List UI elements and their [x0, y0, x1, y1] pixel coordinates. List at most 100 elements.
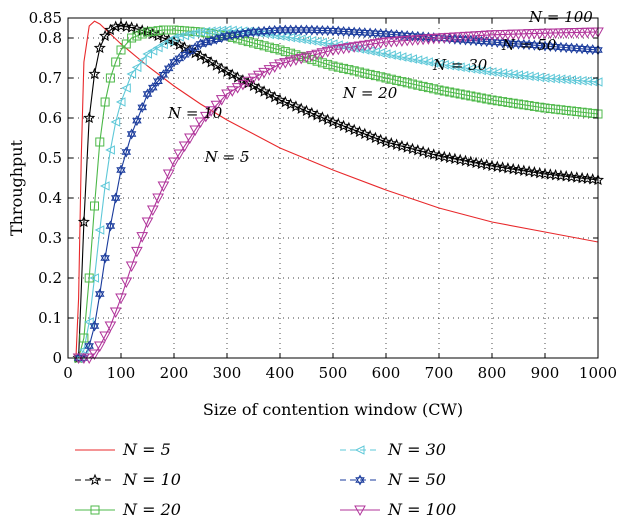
series-point [365, 69, 375, 79]
series-point [243, 26, 253, 37]
series-point [153, 75, 163, 87]
series-point [89, 273, 99, 283]
curve-annotation: N = 50 [501, 36, 557, 54]
series-layer [75, 20, 598, 358]
series-point [205, 26, 216, 37]
series-point [295, 102, 308, 114]
annotations: N = 5 N = 10 N = 20 N = 30 N = 50 N = 100 [167, 8, 593, 166]
series-point [492, 67, 502, 78]
series-point [95, 137, 105, 147]
series-point [95, 288, 105, 300]
series-point [121, 146, 132, 158]
series-point [459, 154, 472, 167]
x-tick-label: 200 [160, 364, 189, 382]
series-point [491, 160, 504, 172]
series-point [90, 201, 99, 211]
series-point [247, 79, 260, 92]
series-point [369, 39, 382, 50]
series-point [83, 111, 96, 124]
series-point [104, 321, 117, 333]
series-point [157, 181, 170, 193]
series-point [475, 157, 488, 170]
curve-annotation: N = 5 [204, 148, 250, 166]
series-point [464, 155, 477, 168]
series-point [370, 71, 380, 81]
legend-marker [90, 505, 100, 515]
series-point [215, 95, 228, 106]
series-point [252, 82, 265, 94]
x-axis-label: Size of contention window (CW) [203, 400, 463, 419]
series-point [512, 163, 525, 176]
series-point [328, 61, 338, 71]
series-point [157, 31, 170, 44]
series-point [486, 67, 497, 77]
series-point [321, 113, 334, 125]
series-point [148, 82, 158, 94]
series-point [199, 111, 212, 123]
series-point [470, 156, 483, 169]
series-point [158, 39, 168, 50]
series-point [142, 49, 152, 59]
series-point [587, 76, 598, 87]
series-point [471, 92, 481, 102]
series-point [432, 149, 446, 162]
series-point [247, 73, 260, 85]
series-point [369, 131, 382, 144]
series-point [205, 106, 217, 117]
series-point [130, 22, 143, 35]
series-point [507, 162, 520, 175]
series-point [349, 66, 359, 76]
series-point [561, 105, 571, 115]
series-point [79, 333, 89, 343]
series-point [408, 79, 417, 89]
series-point [333, 62, 343, 72]
series-point [200, 26, 211, 37]
series-point [258, 67, 270, 79]
series-point [305, 51, 318, 62]
series-point [178, 141, 191, 153]
series-point [89, 320, 100, 332]
y-tick-label: 0.7 [38, 69, 62, 87]
series-point [152, 42, 163, 53]
series-point [184, 133, 196, 145]
series-point [379, 135, 393, 148]
series-point [93, 341, 106, 353]
series-point [518, 70, 529, 81]
y-tick-label: 0.2 [38, 269, 62, 287]
x-tick-label: 300 [213, 364, 242, 382]
series-point [466, 91, 476, 101]
series-point [411, 144, 424, 156]
series-point [539, 73, 550, 83]
series-point [381, 73, 391, 83]
series-point [332, 117, 345, 130]
series-point [120, 20, 133, 32]
legend-label: N = 20 [122, 500, 181, 519]
series-point [445, 87, 455, 97]
y-axis-label: Throughput [7, 139, 26, 236]
series-point [582, 76, 592, 87]
series-point [226, 86, 239, 97]
series-point [386, 74, 396, 84]
series-point [524, 101, 534, 111]
series-point [376, 72, 386, 82]
series-point [348, 123, 361, 136]
series-point [99, 181, 110, 191]
y-tick-label: 0.85 [29, 9, 62, 27]
series-point [348, 42, 361, 53]
x-tick-label: 100 [107, 364, 136, 382]
series-point [321, 46, 334, 58]
x-tick-label: 800 [478, 364, 507, 382]
series-point [551, 104, 561, 114]
series-point [550, 73, 561, 84]
series-point [576, 75, 587, 86]
series-point [242, 76, 255, 88]
series-point [115, 293, 127, 305]
series-point [236, 74, 249, 86]
series-point [226, 68, 239, 80]
series-point [358, 40, 371, 52]
series-point [284, 98, 297, 110]
series-point [397, 77, 407, 87]
series-point [418, 81, 428, 91]
series-point [353, 41, 366, 53]
series-point [280, 47, 290, 57]
